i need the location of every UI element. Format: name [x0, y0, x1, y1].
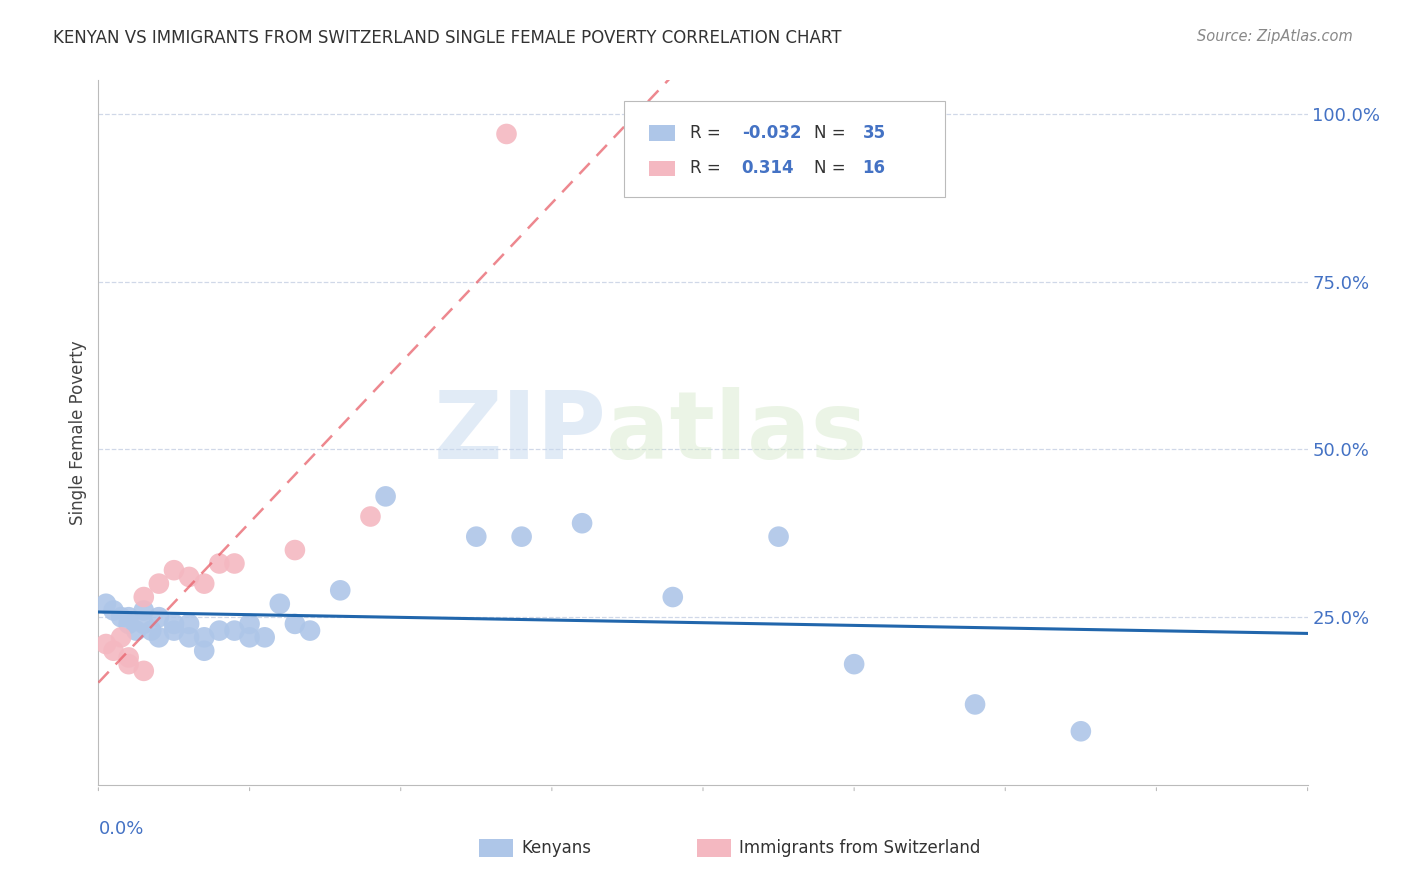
Point: [179, 570, 201, 584]
Point: [163, 624, 186, 638]
FancyBboxPatch shape: [479, 839, 513, 857]
Point: [163, 563, 186, 577]
Point: [125, 624, 148, 638]
Point: [132, 616, 155, 631]
Point: [510, 530, 533, 544]
Point: [132, 603, 155, 617]
Text: -0.032: -0.032: [742, 124, 801, 142]
Point: [299, 624, 322, 638]
Point: [148, 630, 170, 644]
Point: [163, 616, 186, 631]
Point: [148, 576, 170, 591]
Text: 16: 16: [863, 160, 886, 178]
Point: [661, 590, 683, 604]
Text: ZIP: ZIP: [433, 386, 606, 479]
Point: [94, 637, 117, 651]
Point: [208, 557, 231, 571]
Point: [239, 630, 262, 644]
Point: [571, 516, 593, 531]
Point: [179, 630, 201, 644]
Point: [269, 597, 291, 611]
Text: KENYAN VS IMMIGRANTS FROM SWITZERLAND SINGLE FEMALE POVERTY CORRELATION CHART: KENYAN VS IMMIGRANTS FROM SWITZERLAND SI…: [53, 29, 842, 46]
Point: [103, 603, 125, 617]
Point: [179, 616, 201, 631]
FancyBboxPatch shape: [697, 839, 731, 857]
Point: [141, 624, 163, 638]
Text: 0.0%: 0.0%: [98, 821, 143, 838]
Text: N =: N =: [814, 124, 851, 142]
Point: [360, 509, 382, 524]
Point: [208, 624, 231, 638]
Text: 35: 35: [863, 124, 886, 142]
Point: [193, 630, 215, 644]
Point: [132, 664, 155, 678]
FancyBboxPatch shape: [624, 102, 945, 196]
Point: [495, 127, 517, 141]
Point: [148, 610, 170, 624]
Point: [253, 630, 276, 644]
Point: [844, 657, 866, 672]
Point: [374, 489, 396, 503]
Point: [224, 557, 246, 571]
Point: [768, 530, 790, 544]
Text: atlas: atlas: [606, 386, 868, 479]
Text: R =: R =: [690, 160, 731, 178]
Text: N =: N =: [814, 160, 851, 178]
Text: Kenyans: Kenyans: [522, 839, 592, 857]
Point: [284, 616, 307, 631]
Point: [94, 597, 117, 611]
Text: Immigrants from Switzerland: Immigrants from Switzerland: [740, 839, 980, 857]
Point: [110, 610, 132, 624]
Point: [965, 698, 987, 712]
Point: [193, 644, 215, 658]
Point: [110, 630, 132, 644]
Point: [118, 610, 141, 624]
FancyBboxPatch shape: [648, 161, 675, 176]
Y-axis label: Single Female Poverty: Single Female Poverty: [69, 341, 87, 524]
Point: [465, 530, 488, 544]
Point: [239, 616, 262, 631]
Point: [132, 590, 155, 604]
Point: [224, 624, 246, 638]
FancyBboxPatch shape: [648, 126, 675, 141]
Point: [284, 543, 307, 558]
Point: [103, 644, 125, 658]
Point: [118, 650, 141, 665]
Point: [1070, 724, 1092, 739]
Text: Source: ZipAtlas.com: Source: ZipAtlas.com: [1197, 29, 1353, 44]
Point: [118, 616, 141, 631]
Point: [118, 657, 141, 672]
Point: [329, 583, 352, 598]
Text: 0.314: 0.314: [742, 160, 794, 178]
Text: R =: R =: [690, 124, 725, 142]
Point: [193, 576, 215, 591]
